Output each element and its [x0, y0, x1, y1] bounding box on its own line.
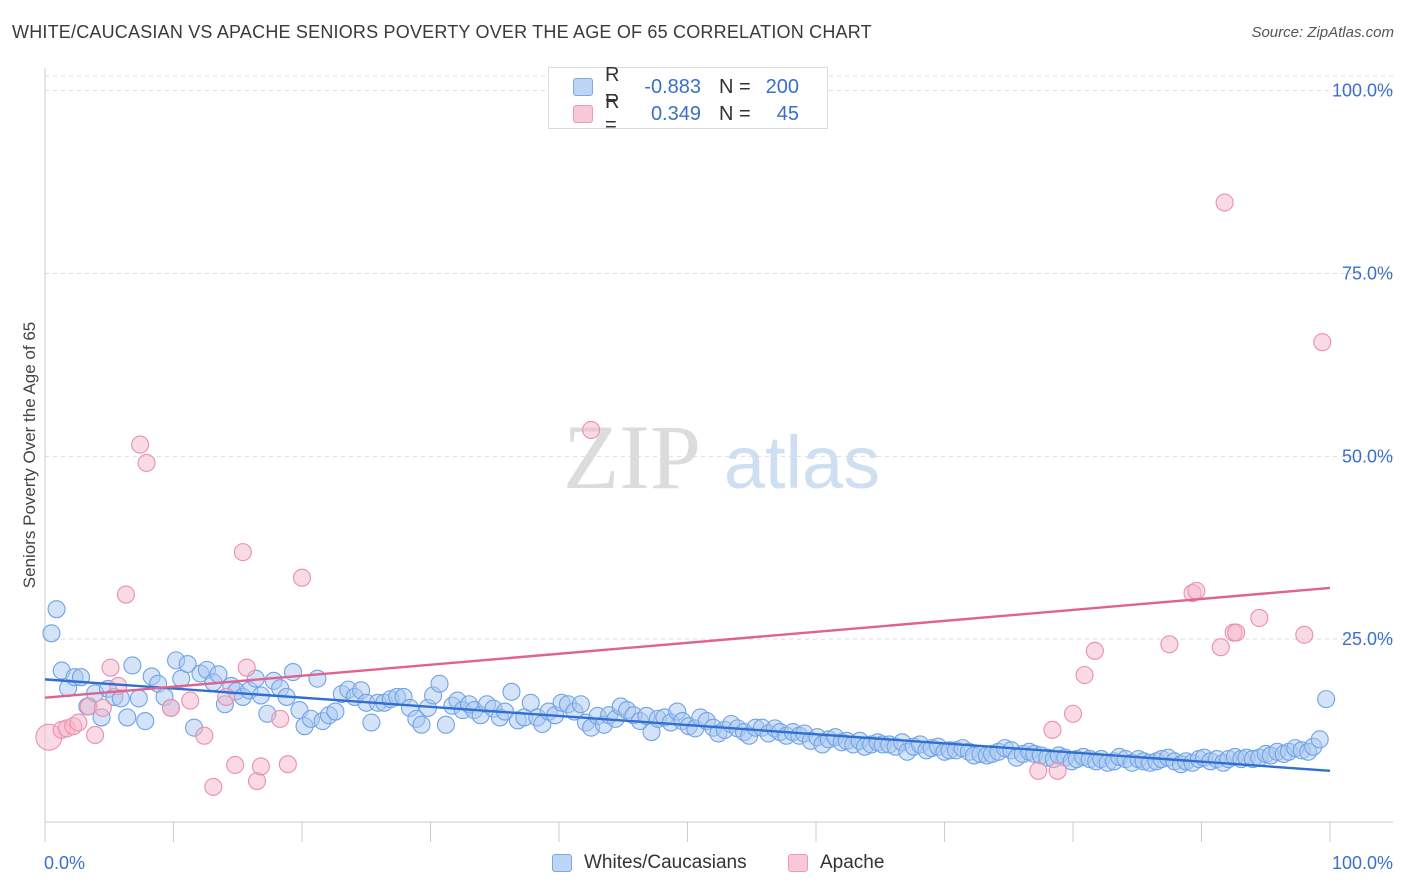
legend-r-value: 0.349	[650, 102, 701, 125]
legend-r-label: R =	[605, 64, 620, 109]
point-apache	[292, 568, 312, 587]
trendlines	[44, 586, 1331, 773]
point-apache	[1085, 641, 1104, 660]
legend-n-label: N =	[719, 102, 751, 125]
point-apache	[582, 420, 601, 440]
source-label: Source: ZipAtlas.com	[1251, 24, 1394, 41]
x-tick-label-max: 100.0%	[1332, 853, 1393, 873]
point-apache	[161, 698, 180, 717]
point-apache	[1075, 665, 1094, 685]
point-whites	[178, 654, 197, 674]
point-apache	[131, 435, 150, 454]
point-apache	[1211, 638, 1230, 657]
series-label-apache: Apache	[820, 852, 885, 873]
point-apache	[69, 713, 88, 732]
point-apache	[237, 658, 256, 677]
series-swatch-apache	[788, 854, 808, 872]
tick-labels: 25.0% 50.0% 75.0% 100.0% 0.0% 100.0%	[44, 81, 1393, 873]
point-whites	[362, 713, 381, 732]
point-apache	[86, 725, 105, 745]
point-apache	[1187, 581, 1206, 600]
legend-row-whites: R = -0.883 N = 200	[573, 64, 799, 109]
point-apache	[1250, 608, 1269, 627]
y-tick-label: 100.0%	[1332, 81, 1393, 101]
point-apache	[1043, 720, 1062, 739]
series-swatch-whites	[552, 854, 572, 872]
point-whites	[42, 624, 61, 643]
point-apache	[233, 543, 252, 562]
point-whites	[430, 674, 449, 693]
series-label-whites: Whites/Caucasians	[584, 852, 747, 873]
point-whites	[412, 715, 431, 734]
point-apache	[204, 777, 223, 796]
point-apache	[181, 691, 200, 710]
point-whites	[326, 702, 345, 721]
x-tick-label-min: 0.0%	[44, 853, 85, 873]
point-apache	[1227, 623, 1246, 642]
legend-row-apache: R = 0.349 N = 45	[573, 91, 799, 136]
point-apache	[1160, 635, 1179, 654]
y-tick-label: 25.0%	[1342, 629, 1393, 649]
point-apache	[1029, 761, 1048, 780]
legend-r-value: -0.883	[644, 75, 701, 98]
point-apache	[101, 658, 120, 677]
series-legend: Whites/Caucasians Apache	[0, 852, 1406, 878]
point-apache	[137, 453, 156, 472]
point-whites	[136, 712, 155, 731]
point-whites	[47, 600, 66, 619]
point-apache	[251, 757, 270, 776]
point-apache	[1063, 704, 1083, 723]
point-apache	[1048, 761, 1067, 780]
series-legend-apache: Apache	[788, 852, 884, 874]
legend-n-label: N =	[719, 75, 751, 98]
legend-n-value: 45	[776, 102, 799, 125]
legend-swatch-whites	[573, 78, 593, 96]
point-apache	[278, 755, 297, 774]
watermark-atlas: atlas	[724, 421, 880, 504]
chart-title: WHITE/CAUCASIAN VS APACHE SENIORS POVERT…	[12, 22, 872, 42]
axes	[44, 68, 1393, 842]
point-whites	[502, 682, 521, 701]
correlation-legend: R = -0.883 N = 200 R = 0.349 N = 45	[548, 64, 828, 136]
legend-n-value: 200	[765, 75, 799, 98]
point-whites	[129, 689, 148, 708]
point-whites	[1317, 690, 1336, 709]
y-tick-label: 75.0%	[1342, 263, 1393, 283]
point-apache	[1295, 625, 1314, 644]
point-whites	[118, 708, 137, 727]
point-apache	[116, 585, 136, 604]
point-whites	[571, 695, 590, 714]
y-tick-label: 50.0%	[1342, 446, 1393, 466]
legend-r-label: R =	[605, 91, 620, 136]
trendline-apache	[44, 586, 1331, 699]
watermark-zip: ZIP	[563, 406, 701, 508]
point-apache	[195, 726, 214, 745]
point-whites	[123, 656, 142, 675]
point-apache	[1215, 193, 1234, 212]
point-whites	[436, 715, 455, 734]
point-apache	[271, 709, 290, 728]
trendline-whites	[44, 678, 1331, 773]
point-apache	[226, 755, 245, 775]
point-apache	[93, 698, 112, 717]
watermark: ZIP atlas	[563, 406, 880, 508]
legend-swatch-apache	[573, 105, 593, 123]
point-whites	[1310, 730, 1329, 749]
point-apache	[1313, 333, 1332, 352]
series-legend-whites: Whites/Caucasians	[552, 852, 747, 874]
